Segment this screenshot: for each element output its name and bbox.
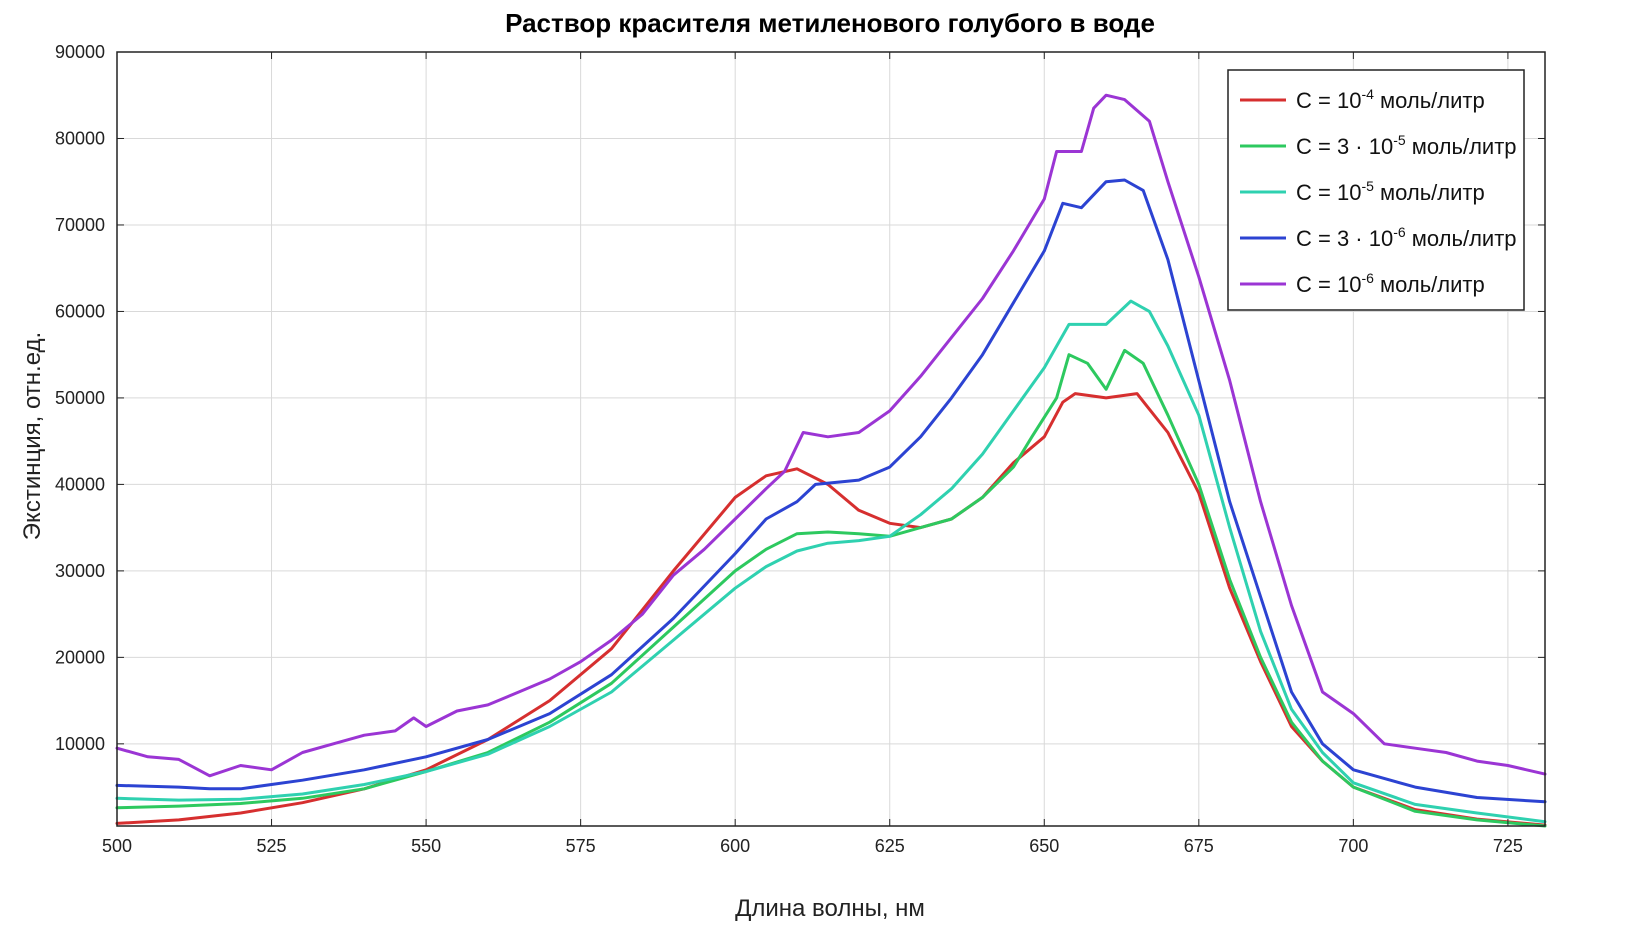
y-tick-label: 50000 <box>55 388 105 408</box>
x-tick-label: 500 <box>102 836 132 856</box>
x-axis-label: Длина волны, нм <box>735 895 925 922</box>
y-tick-label: 80000 <box>55 128 105 148</box>
legend-box <box>1227 69 1525 311</box>
legend-entry: C = 10-5 моль/литр <box>1296 178 1485 205</box>
series-line-2 <box>115 348 1547 828</box>
series-line-4 <box>115 178 1547 804</box>
y-tick-label: 20000 <box>55 647 105 667</box>
x-tick-label: 625 <box>875 836 905 856</box>
x-tick-label: 575 <box>566 836 596 856</box>
ticks: 500 525 550 575 600 625 650 675 700 725 10000 20000… <box>55 42 1545 856</box>
x-tick-label: 525 <box>257 836 287 856</box>
y-tick-label: 30000 <box>55 561 105 581</box>
y-tick-label: 90000 <box>55 42 105 62</box>
series-layer <box>115 93 1547 828</box>
y-axis-label: Экстинция, отн.ед. <box>19 332 46 540</box>
x-tick-label: 700 <box>1338 836 1368 856</box>
legend-entry: C = 3 · 10-5 моль/литр <box>1296 132 1517 159</box>
legend-entry: C = 10-6 моль/литр <box>1296 270 1485 297</box>
legend-entry: C = 3 · 10-6 моль/литр <box>1296 224 1517 251</box>
plot-frame <box>116 51 1546 827</box>
x-tick-label: 725 <box>1493 836 1523 856</box>
chart-title: Раствор красителя метиленового голубого … <box>505 8 1155 38</box>
x-tick-label: 675 <box>1184 836 1214 856</box>
x-tick-label: 650 <box>1029 836 1059 856</box>
series-line-3 <box>115 299 1547 824</box>
y-tick-label: 10000 <box>55 734 105 754</box>
legend-entry: C = 10-4 моль/литр <box>1296 86 1485 113</box>
series-line-5 <box>115 93 1547 778</box>
y-tick-label: 40000 <box>55 474 105 494</box>
y-tick-label: 70000 <box>55 215 105 235</box>
y-tick-label: 60000 <box>55 301 105 321</box>
x-tick-label: 550 <box>411 836 441 856</box>
legend: C = 10-4 моль/литр C = 3 · 10-5 моль/литр… <box>1227 69 1525 311</box>
x-tick-label: 600 <box>720 836 750 856</box>
